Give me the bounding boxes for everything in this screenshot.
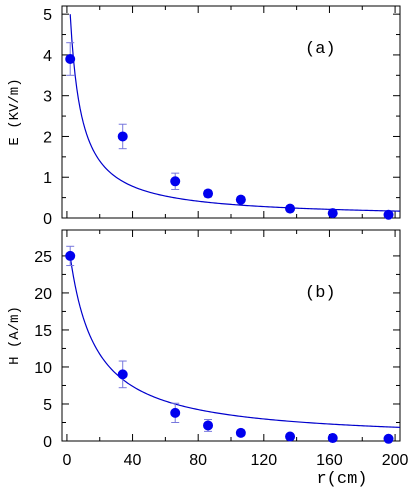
y-tick-label: 0 (43, 434, 52, 451)
plot-frame (61, 5, 401, 219)
data-point (203, 188, 214, 199)
y-tick-label: 10 (34, 360, 52, 377)
x-axis-title: r(cm) (316, 470, 367, 489)
data-point (327, 433, 338, 444)
data-point (327, 208, 338, 219)
y-tick-label: 25 (34, 249, 52, 266)
x-tick-label: 120 (250, 452, 277, 469)
y-tick-label: 4 (43, 48, 52, 65)
data-point (383, 209, 394, 220)
y-tick-label: 5 (43, 397, 52, 414)
y-tick-label: 15 (34, 323, 52, 340)
data-point (235, 194, 246, 205)
x-tick-label: 160 (316, 452, 343, 469)
data-point (383, 433, 394, 444)
data-point (117, 131, 128, 142)
y-tick-label: 5 (43, 7, 52, 24)
y-tick-label: 3 (43, 89, 52, 106)
panel-b: 0 5 10 15 20 25 0 40 80 120 160 200 H (A/m) r(cm) (b) (7, 229, 409, 489)
data-point (65, 54, 76, 64)
data-point (170, 407, 181, 418)
x-tick-label: 200 (382, 452, 409, 469)
y-tick-label: 0 (43, 211, 52, 228)
data-point (203, 420, 214, 431)
panel-label: (b) (305, 284, 336, 303)
data-point (285, 431, 296, 442)
fit-curve (69, 14, 400, 212)
data-point (285, 203, 296, 214)
fit-curve (69, 256, 400, 428)
x-tick-label: 80 (189, 452, 207, 469)
plot-frame (61, 229, 401, 442)
y-axis-title: E (KV/m) (7, 78, 23, 145)
y-tick-label: 1 (43, 170, 52, 187)
data-point (65, 250, 76, 261)
y-tick-label: 20 (34, 286, 52, 303)
data-point (117, 369, 128, 380)
panel-a: 0 1 2 3 4 5 E (KV/m) (a) (7, 5, 401, 228)
x-tick-label: 40 (124, 452, 142, 469)
y-tick-label: 2 (43, 129, 52, 146)
y-axis-title: H (A/m) (7, 306, 23, 365)
data-point (170, 176, 181, 187)
data-point (235, 427, 246, 438)
panel-label: (a) (305, 40, 336, 59)
x-tick-label: 0 (62, 452, 71, 469)
